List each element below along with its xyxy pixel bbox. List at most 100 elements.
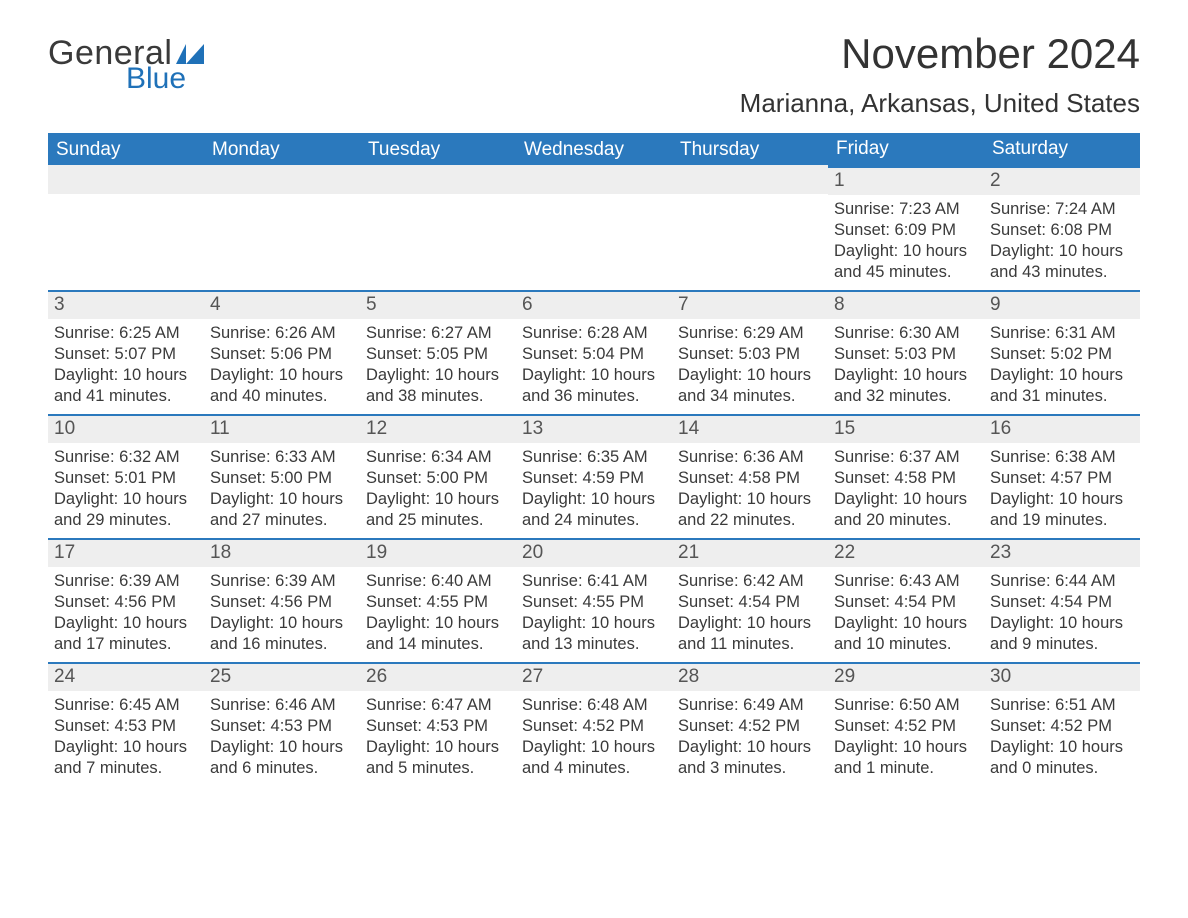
calendar-table: SundayMondayTuesdayWednesdayThursdayFrid… xyxy=(48,133,1140,787)
calendar-week-row: 10Sunrise: 6:32 AMSunset: 5:01 PMDayligh… xyxy=(48,415,1140,539)
weekday-header: Thursday xyxy=(672,133,828,167)
calendar-day-cell: 26Sunrise: 6:47 AMSunset: 4:53 PMDayligh… xyxy=(360,663,516,787)
day-details: Sunrise: 6:49 AMSunset: 4:52 PMDaylight:… xyxy=(672,691,828,783)
day-details: Sunrise: 6:50 AMSunset: 4:52 PMDaylight:… xyxy=(828,691,984,783)
day-details: Sunrise: 6:39 AMSunset: 4:56 PMDaylight:… xyxy=(204,567,360,659)
day-number: 21 xyxy=(672,540,828,567)
day-number: 1 xyxy=(828,168,984,195)
page-title: November 2024 xyxy=(740,30,1140,78)
calendar-day-cell: 30Sunrise: 6:51 AMSunset: 4:52 PMDayligh… xyxy=(984,663,1140,787)
day-number: 20 xyxy=(516,540,672,567)
day-details: Sunrise: 6:25 AMSunset: 5:07 PMDaylight:… xyxy=(48,319,204,411)
day-number: 27 xyxy=(516,664,672,691)
calendar-day-cell: 4Sunrise: 6:26 AMSunset: 5:06 PMDaylight… xyxy=(204,291,360,415)
calendar-day-cell: 25Sunrise: 6:46 AMSunset: 4:53 PMDayligh… xyxy=(204,663,360,787)
day-number: 4 xyxy=(204,292,360,319)
day-number-bar xyxy=(516,165,672,194)
calendar-day-cell: 18Sunrise: 6:39 AMSunset: 4:56 PMDayligh… xyxy=(204,539,360,663)
day-details: Sunrise: 6:38 AMSunset: 4:57 PMDaylight:… xyxy=(984,443,1140,535)
calendar-day-cell: 6Sunrise: 6:28 AMSunset: 5:04 PMDaylight… xyxy=(516,291,672,415)
flag-icon xyxy=(176,44,204,64)
day-number: 5 xyxy=(360,292,516,319)
calendar-day-cell: 22Sunrise: 6:43 AMSunset: 4:54 PMDayligh… xyxy=(828,539,984,663)
day-number: 24 xyxy=(48,664,204,691)
calendar-day-cell: 15Sunrise: 6:37 AMSunset: 4:58 PMDayligh… xyxy=(828,415,984,539)
calendar-day-cell: 11Sunrise: 6:33 AMSunset: 5:00 PMDayligh… xyxy=(204,415,360,539)
day-number: 23 xyxy=(984,540,1140,567)
day-details: Sunrise: 6:31 AMSunset: 5:02 PMDaylight:… xyxy=(984,319,1140,411)
day-number: 25 xyxy=(204,664,360,691)
day-number: 26 xyxy=(360,664,516,691)
calendar-day-cell: 29Sunrise: 6:50 AMSunset: 4:52 PMDayligh… xyxy=(828,663,984,787)
day-details: Sunrise: 6:27 AMSunset: 5:05 PMDaylight:… xyxy=(360,319,516,411)
day-number: 22 xyxy=(828,540,984,567)
calendar-day-cell: 10Sunrise: 6:32 AMSunset: 5:01 PMDayligh… xyxy=(48,415,204,539)
calendar-week-row: 24Sunrise: 6:45 AMSunset: 4:53 PMDayligh… xyxy=(48,663,1140,787)
calendar-day-cell: 12Sunrise: 6:34 AMSunset: 5:00 PMDayligh… xyxy=(360,415,516,539)
logo: General Blue xyxy=(48,36,204,94)
day-number: 8 xyxy=(828,292,984,319)
day-details: Sunrise: 6:43 AMSunset: 4:54 PMDaylight:… xyxy=(828,567,984,659)
calendar-day-cell: 21Sunrise: 6:42 AMSunset: 4:54 PMDayligh… xyxy=(672,539,828,663)
calendar-day-cell: 24Sunrise: 6:45 AMSunset: 4:53 PMDayligh… xyxy=(48,663,204,787)
day-details: Sunrise: 6:47 AMSunset: 4:53 PMDaylight:… xyxy=(360,691,516,783)
day-number: 14 xyxy=(672,416,828,443)
day-details: Sunrise: 6:30 AMSunset: 5:03 PMDaylight:… xyxy=(828,319,984,411)
day-number-bar xyxy=(672,165,828,194)
calendar-week-row: 3Sunrise: 6:25 AMSunset: 5:07 PMDaylight… xyxy=(48,291,1140,415)
logo-word-blue: Blue xyxy=(126,64,204,94)
calendar-day-cell: 8Sunrise: 6:30 AMSunset: 5:03 PMDaylight… xyxy=(828,291,984,415)
calendar-day-cell: 19Sunrise: 6:40 AMSunset: 4:55 PMDayligh… xyxy=(360,539,516,663)
calendar-day-cell: 13Sunrise: 6:35 AMSunset: 4:59 PMDayligh… xyxy=(516,415,672,539)
day-number: 19 xyxy=(360,540,516,567)
day-number: 15 xyxy=(828,416,984,443)
day-details: Sunrise: 6:34 AMSunset: 5:00 PMDaylight:… xyxy=(360,443,516,535)
day-number: 6 xyxy=(516,292,672,319)
calendar-day-cell: 28Sunrise: 6:49 AMSunset: 4:52 PMDayligh… xyxy=(672,663,828,787)
day-number: 9 xyxy=(984,292,1140,319)
day-number: 11 xyxy=(204,416,360,443)
day-details: Sunrise: 6:29 AMSunset: 5:03 PMDaylight:… xyxy=(672,319,828,411)
weekday-header: Friday xyxy=(828,133,984,167)
day-details: Sunrise: 6:35 AMSunset: 4:59 PMDaylight:… xyxy=(516,443,672,535)
calendar-day-cell: 5Sunrise: 6:27 AMSunset: 5:05 PMDaylight… xyxy=(360,291,516,415)
calendar-day-cell: 2Sunrise: 7:24 AMSunset: 6:08 PMDaylight… xyxy=(984,167,1140,291)
weekday-header: Monday xyxy=(204,133,360,167)
day-number: 16 xyxy=(984,416,1140,443)
day-details: Sunrise: 6:28 AMSunset: 5:04 PMDaylight:… xyxy=(516,319,672,411)
day-details: Sunrise: 7:23 AMSunset: 6:09 PMDaylight:… xyxy=(828,195,984,287)
day-details: Sunrise: 6:36 AMSunset: 4:58 PMDaylight:… xyxy=(672,443,828,535)
day-number: 18 xyxy=(204,540,360,567)
day-number-bar xyxy=(48,165,204,194)
day-details: Sunrise: 6:32 AMSunset: 5:01 PMDaylight:… xyxy=(48,443,204,535)
day-details: Sunrise: 6:39 AMSunset: 4:56 PMDaylight:… xyxy=(48,567,204,659)
weekday-header-row: SundayMondayTuesdayWednesdayThursdayFrid… xyxy=(48,133,1140,167)
day-number: 3 xyxy=(48,292,204,319)
calendar-week-row: 17Sunrise: 6:39 AMSunset: 4:56 PMDayligh… xyxy=(48,539,1140,663)
day-details: Sunrise: 6:41 AMSunset: 4:55 PMDaylight:… xyxy=(516,567,672,659)
day-number: 28 xyxy=(672,664,828,691)
calendar-empty-cell xyxy=(204,167,360,291)
calendar-day-cell: 16Sunrise: 6:38 AMSunset: 4:57 PMDayligh… xyxy=(984,415,1140,539)
calendar-day-cell: 3Sunrise: 6:25 AMSunset: 5:07 PMDaylight… xyxy=(48,291,204,415)
day-details: Sunrise: 6:51 AMSunset: 4:52 PMDaylight:… xyxy=(984,691,1140,783)
calendar-empty-cell xyxy=(48,167,204,291)
page-header: General Blue November 2024 Marianna, Ark… xyxy=(48,30,1140,133)
calendar-empty-cell xyxy=(672,167,828,291)
day-details: Sunrise: 7:24 AMSunset: 6:08 PMDaylight:… xyxy=(984,195,1140,287)
calendar-empty-cell xyxy=(360,167,516,291)
location-subtitle: Marianna, Arkansas, United States xyxy=(740,88,1140,119)
weekday-header: Wednesday xyxy=(516,133,672,167)
calendar-empty-cell xyxy=(516,167,672,291)
calendar-day-cell: 20Sunrise: 6:41 AMSunset: 4:55 PMDayligh… xyxy=(516,539,672,663)
day-details: Sunrise: 6:40 AMSunset: 4:55 PMDaylight:… xyxy=(360,567,516,659)
day-number: 10 xyxy=(48,416,204,443)
day-number: 2 xyxy=(984,168,1140,195)
day-details: Sunrise: 6:48 AMSunset: 4:52 PMDaylight:… xyxy=(516,691,672,783)
calendar-day-cell: 1Sunrise: 7:23 AMSunset: 6:09 PMDaylight… xyxy=(828,167,984,291)
day-number: 7 xyxy=(672,292,828,319)
day-details: Sunrise: 6:44 AMSunset: 4:54 PMDaylight:… xyxy=(984,567,1140,659)
day-number: 30 xyxy=(984,664,1140,691)
day-details: Sunrise: 6:45 AMSunset: 4:53 PMDaylight:… xyxy=(48,691,204,783)
day-number: 17 xyxy=(48,540,204,567)
